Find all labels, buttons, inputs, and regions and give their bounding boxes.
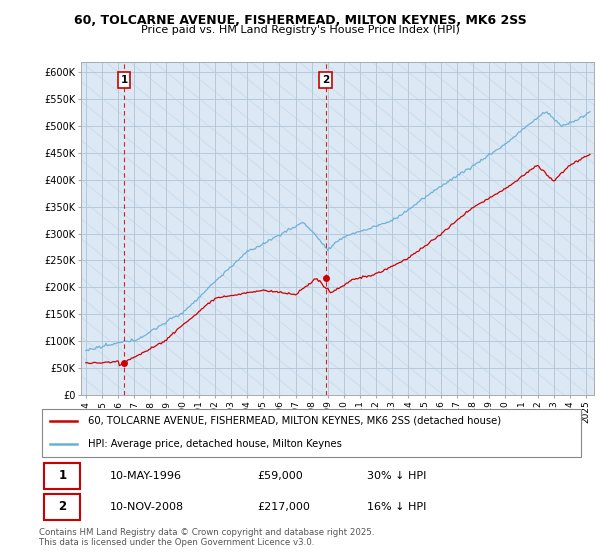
Text: 16% ↓ HPI: 16% ↓ HPI xyxy=(367,502,426,512)
Text: HPI: Average price, detached house, Milton Keynes: HPI: Average price, detached house, Milt… xyxy=(88,439,342,449)
Text: £217,000: £217,000 xyxy=(257,502,310,512)
Text: 1: 1 xyxy=(58,469,67,483)
FancyBboxPatch shape xyxy=(42,409,581,456)
Text: 10-NOV-2008: 10-NOV-2008 xyxy=(110,502,184,512)
Text: Contains HM Land Registry data © Crown copyright and database right 2025.
This d: Contains HM Land Registry data © Crown c… xyxy=(39,528,374,547)
Text: 60, TOLCARNE AVENUE, FISHERMEAD, MILTON KEYNES, MK6 2SS (detached house): 60, TOLCARNE AVENUE, FISHERMEAD, MILTON … xyxy=(88,416,501,426)
Text: 1: 1 xyxy=(121,75,128,85)
Text: 60, TOLCARNE AVENUE, FISHERMEAD, MILTON KEYNES, MK6 2SS: 60, TOLCARNE AVENUE, FISHERMEAD, MILTON … xyxy=(74,14,526,27)
Text: £59,000: £59,000 xyxy=(257,471,303,481)
Text: 2: 2 xyxy=(58,500,67,514)
Text: 2: 2 xyxy=(322,75,329,85)
Text: Price paid vs. HM Land Registry's House Price Index (HPI): Price paid vs. HM Land Registry's House … xyxy=(140,25,460,35)
FancyBboxPatch shape xyxy=(44,494,80,520)
Text: 30% ↓ HPI: 30% ↓ HPI xyxy=(367,471,426,481)
FancyBboxPatch shape xyxy=(44,463,80,489)
Text: 10-MAY-1996: 10-MAY-1996 xyxy=(110,471,182,481)
